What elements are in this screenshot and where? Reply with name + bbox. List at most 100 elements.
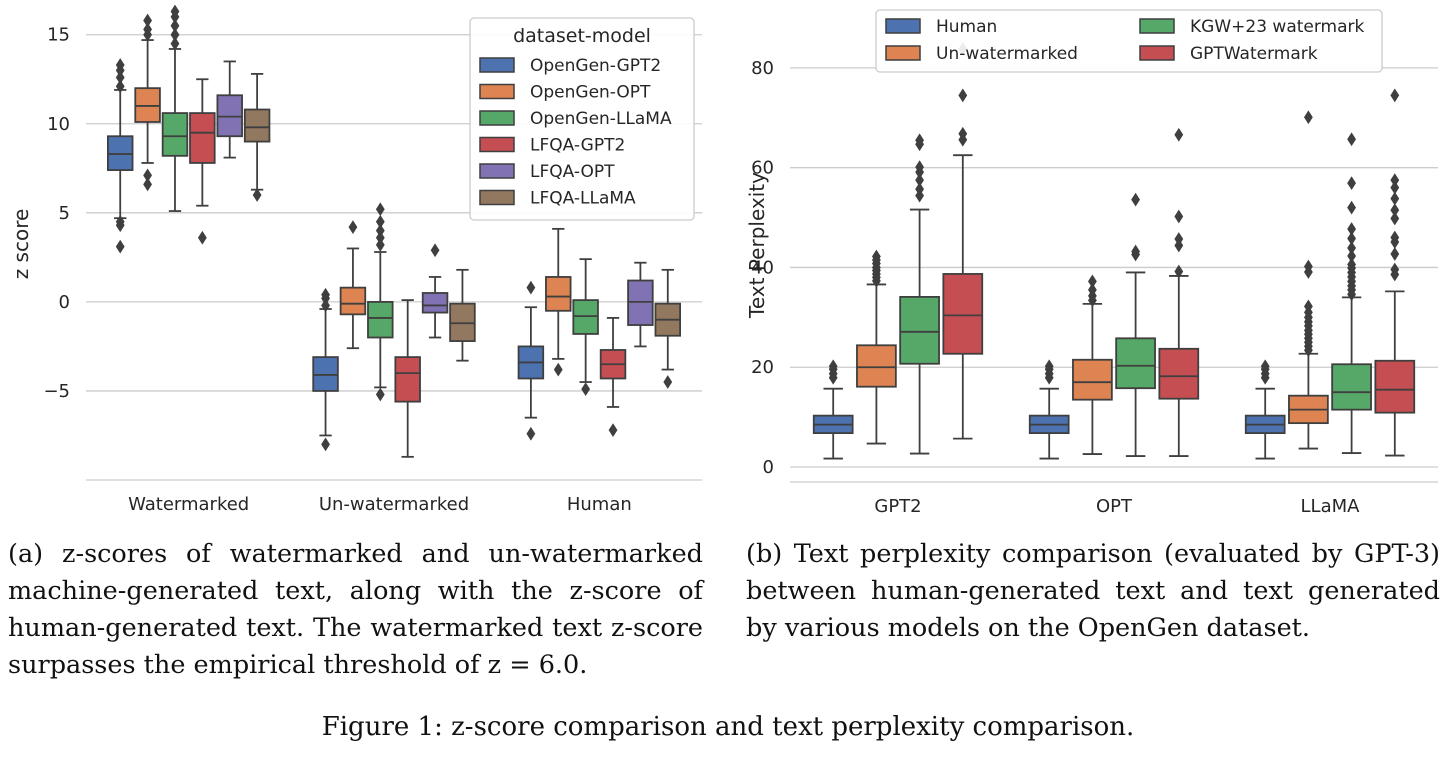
flier-point (1174, 127, 1184, 142)
flier-point (115, 214, 125, 229)
box-opengen-gpt2-human (517, 280, 545, 441)
legend-swatch (1139, 18, 1175, 34)
y-tick-label: 80 (751, 58, 774, 79)
flier-point (581, 382, 591, 397)
y-tick-label: 5 (59, 203, 70, 224)
legend-swatch (1139, 45, 1175, 61)
box-lfqa-opt-un-watermarked (421, 243, 449, 339)
box-kgw-23-watermark-llama (1331, 132, 1372, 454)
flier-point (430, 243, 440, 258)
box-lfqa-gpt2-un-watermarked (394, 299, 421, 458)
legend-swatch (479, 136, 515, 153)
legend-entry-lfqa-opt: LFQA-OPT (479, 162, 615, 182)
flier-point (1131, 244, 1140, 259)
flier-point (915, 173, 924, 188)
box-body (189, 112, 216, 164)
flier-point (321, 298, 330, 313)
flier-point (1088, 283, 1097, 297)
y-tick-label: 0 (763, 457, 774, 478)
box-human-gpt2 (812, 359, 854, 460)
box-body (161, 112, 189, 157)
box-opengen-gpt2-un-watermarked (312, 287, 339, 452)
x-tick-label: Human (567, 494, 632, 515)
box-body (367, 300, 394, 339)
flier-point (1304, 299, 1313, 314)
flier-point (375, 238, 385, 252)
box-un-watermarked-gpt2 (856, 249, 897, 445)
flier-point (526, 426, 536, 441)
flier-point (321, 437, 330, 452)
y-axis-label: Text Perplexity (745, 172, 769, 319)
legend-swatch (479, 83, 515, 100)
box-kgw-23-watermark-opt (1115, 192, 1156, 457)
flier-point (143, 177, 152, 192)
box-body (856, 344, 897, 388)
y-tick-label: 10 (47, 114, 70, 135)
flier-point (143, 13, 152, 28)
flier-point (608, 423, 618, 438)
box-lfqa-opt-human (627, 261, 654, 348)
flier-point (1390, 262, 1400, 277)
legend-entry-opengen-gpt2: OpenGen-GPT2 (479, 56, 661, 76)
x-tick-label: OPT (1096, 496, 1133, 517)
box-opengen-llama-human (572, 258, 599, 397)
box-opengen-llama-watermarked (161, 4, 189, 212)
legend-label: OpenGen-GPT2 (530, 56, 661, 76)
x-tick-label: Un-watermarked (319, 494, 469, 515)
flier-point (958, 88, 968, 103)
legend-title: dataset-model (513, 25, 651, 47)
box-opengen-gpt2-watermarked (107, 58, 134, 254)
flier-point (1260, 359, 1270, 374)
box-lfqa-opt-watermarked (216, 60, 243, 159)
box-opengen-opt-watermarked (134, 13, 161, 192)
legend-entry-opengen-llama: OpenGen-LLaMA (479, 109, 672, 129)
box-gptwatermark-gpt2 (942, 42, 984, 440)
legend-entry-opengen-opt: OpenGen-OPT (479, 83, 651, 103)
flier-point (375, 223, 385, 238)
flier-point (1174, 209, 1184, 224)
flier-point (321, 287, 330, 302)
box-body (1331, 363, 1372, 411)
flier-point (1390, 191, 1400, 206)
legend-label: LFQA-OPT (530, 162, 615, 182)
box-gptwatermark-llama (1374, 88, 1416, 457)
flier-point (115, 58, 125, 72)
flier-point (375, 230, 385, 245)
flier-point (1174, 232, 1184, 246)
flier-point (1390, 173, 1400, 188)
flier-point (958, 126, 968, 141)
legend-entry-human: Human (885, 17, 997, 37)
flier-point (915, 182, 924, 196)
flier-point (915, 160, 924, 175)
flier-point (375, 214, 385, 229)
box-body (243, 108, 271, 143)
legend-label: OpenGen-LLaMA (530, 109, 672, 129)
legend-label: Un-watermarked (936, 44, 1078, 64)
flier-point (1347, 249, 1356, 263)
flier-point (252, 188, 262, 202)
box-body (545, 276, 572, 312)
box-gptwatermark-opt (1158, 127, 1200, 457)
legend-swatch (885, 45, 921, 61)
flier-point (1174, 264, 1184, 279)
flier-point (375, 387, 385, 402)
legend-box (469, 17, 695, 221)
box-lfqa-llama-watermarked (243, 73, 271, 202)
y-tick-label: 15 (47, 25, 70, 46)
flier-point (375, 202, 385, 217)
flier-point (1390, 230, 1400, 245)
y-tick-label: 40 (751, 257, 774, 278)
box-lfqa-llama-human (654, 268, 681, 389)
flier-point (553, 362, 563, 377)
y-axis-label: z score (9, 209, 33, 280)
flier-point (663, 375, 673, 389)
legend-swatch (479, 163, 515, 179)
y-tick-label: 20 (751, 357, 774, 378)
legend-entry-gptwatermark: GPTWatermark (1139, 44, 1318, 64)
box-body (942, 273, 984, 355)
box-opengen-opt-un-watermarked (339, 220, 367, 350)
flier-point (1390, 88, 1400, 103)
flier-point (1304, 110, 1313, 125)
flier-point (143, 168, 152, 183)
legend-label: OpenGen-OPT (530, 83, 651, 103)
